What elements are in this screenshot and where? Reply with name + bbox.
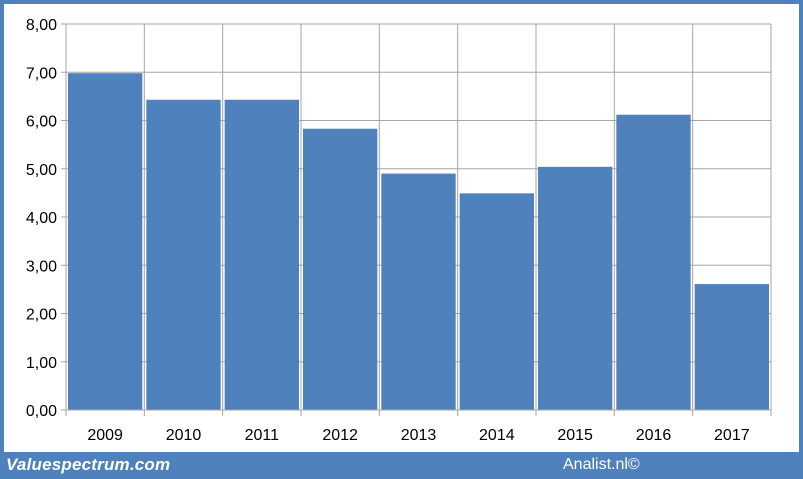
x-tick-label: 2011 bbox=[245, 427, 280, 444]
y-tick-label: 3,00 bbox=[26, 258, 57, 275]
y-tick-label: 0,00 bbox=[26, 403, 57, 420]
bar-2015 bbox=[538, 166, 613, 410]
footer-bar bbox=[0, 452, 803, 479]
brand-analist: Analist.nl© bbox=[563, 456, 640, 473]
x-tick-label: 2016 bbox=[636, 427, 672, 444]
y-tick-label: 4,00 bbox=[26, 210, 57, 227]
bars bbox=[68, 73, 769, 411]
x-tick-label: 2012 bbox=[322, 427, 358, 444]
x-tick-label: 2015 bbox=[557, 427, 593, 444]
bar-2013 bbox=[381, 173, 456, 410]
y-tick-label: 1,00 bbox=[26, 355, 57, 372]
bar-2012 bbox=[303, 128, 378, 410]
x-tick-label: 2010 bbox=[166, 427, 202, 444]
x-tick-label: 2014 bbox=[479, 427, 515, 444]
bar-2014 bbox=[459, 193, 534, 410]
axes bbox=[61, 23, 771, 411]
y-tick-label: 8,00 bbox=[26, 17, 57, 34]
bar-2016 bbox=[616, 114, 691, 411]
brand-valuespectrum: Valuespectrum.com bbox=[6, 455, 171, 474]
x-tick-label: 2017 bbox=[714, 427, 750, 444]
y-tick-labels: 0,00 1,00 2,00 3,00 4,00 5,00 6,00 7,00 8,00 bbox=[26, 17, 57, 420]
x-tick-label: 2013 bbox=[401, 427, 437, 444]
bar-2009 bbox=[68, 73, 143, 410]
bar-chart: 0,00 1,00 2,00 3,00 4,00 5,00 6,00 7,00 8,00 200… bbox=[26, 17, 772, 444]
y-tick-label: 7,00 bbox=[26, 65, 57, 82]
y-tick-label: 5,00 bbox=[26, 162, 57, 179]
x-tick-labels: 2009 2010 2011 2012 2013 2014 2015 2016 2017 bbox=[87, 427, 749, 444]
bar-2011 bbox=[224, 99, 299, 410]
bar-2010 bbox=[146, 99, 221, 410]
y-tick-label: 2,00 bbox=[26, 307, 57, 324]
x-tick-label: 2009 bbox=[87, 427, 123, 444]
bar-2017 bbox=[694, 284, 769, 410]
y-tick-label: 6,00 bbox=[26, 114, 57, 131]
